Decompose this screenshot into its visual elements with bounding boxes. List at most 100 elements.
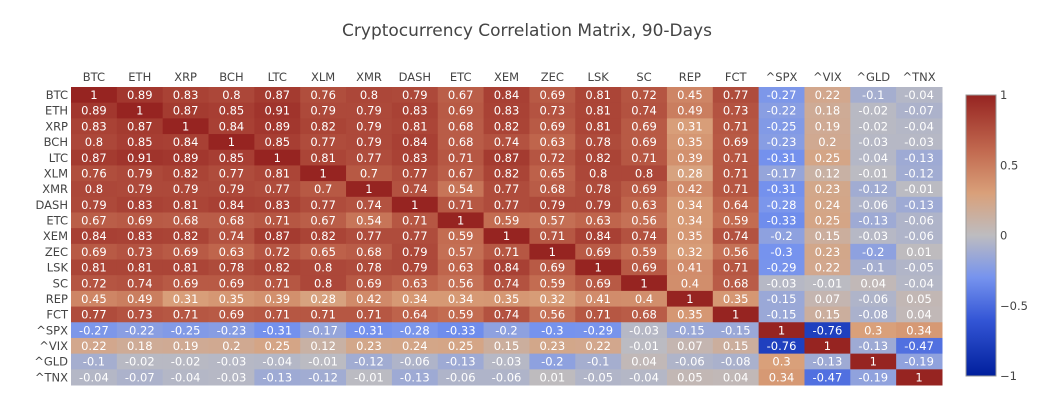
heatmap-cell	[71, 228, 118, 245]
cell-value-label: 1	[915, 370, 922, 384]
cell-value-label: 0.71	[356, 308, 382, 322]
heatmap-cell	[712, 337, 760, 355]
heatmap-cell	[575, 134, 622, 151]
heatmap-cell	[804, 275, 851, 292]
heatmap-cell	[208, 87, 255, 104]
cell-value-label: 0.69	[173, 245, 199, 259]
cell-value-label: 0.69	[585, 276, 611, 290]
heatmap-cell	[621, 196, 668, 213]
x-tick-label: ETC	[450, 70, 472, 84]
cell-value-label: 0.79	[540, 198, 566, 212]
heatmap-cell	[575, 290, 622, 308]
cell-value-label: 0.84	[173, 135, 199, 149]
cell-value-label: 0.79	[81, 198, 107, 212]
cell-value-label: -0.23	[217, 323, 247, 337]
cell-value-label: -0.31	[354, 323, 384, 337]
cell-value-label: 0.81	[173, 261, 199, 275]
heatmap-cell	[850, 369, 897, 386]
heatmap-cell	[483, 306, 530, 323]
heatmap-cell	[666, 275, 714, 292]
heatmap-cell	[529, 87, 576, 104]
heatmap-cell	[712, 212, 760, 229]
cell-value-label: 0.78	[219, 261, 245, 275]
y-tick-label: REP	[46, 292, 68, 306]
cell-value-label: 0.22	[81, 339, 107, 353]
cell-value-label: 0.32	[540, 292, 566, 306]
cell-value-label: -0.02	[858, 104, 888, 118]
heatmap-cell	[483, 181, 530, 198]
heatmap-cell	[254, 369, 301, 386]
cell-value-label: -0.13	[904, 151, 934, 165]
heatmap-cell	[437, 228, 485, 245]
cell-value-label: 0.71	[264, 276, 290, 290]
heatmap-cell	[575, 87, 622, 104]
y-tick-label: BTC	[46, 88, 68, 102]
heatmap-cell	[804, 102, 851, 119]
heatmap-cell	[346, 369, 393, 386]
cell-value-label: 0.67	[310, 214, 336, 228]
cell-value-label: -0.05	[583, 370, 613, 384]
cell-value-label: 0.59	[631, 245, 657, 259]
heatmap-cell	[437, 369, 485, 386]
heatmap-cell	[483, 165, 530, 182]
cell-value-label: -0.29	[583, 323, 613, 337]
heatmap-cell	[437, 134, 485, 151]
cell-value-label: 0.41	[677, 261, 703, 275]
heatmap-cell	[666, 196, 714, 213]
cell-value-label: 0.85	[219, 104, 245, 118]
cell-value-label: -0.07	[125, 370, 155, 384]
cell-value-label: 0.65	[540, 166, 566, 180]
heatmap-cell	[575, 337, 622, 355]
cell-value-label: 0.68	[723, 276, 749, 290]
cell-value-label: -0.04	[904, 119, 934, 133]
cell-value-label: 0.84	[81, 229, 107, 243]
cell-value-label: 0.69	[631, 182, 657, 196]
cell-value-label: 0.19	[815, 119, 841, 133]
heatmap-cell	[300, 275, 347, 292]
heatmap-cell	[346, 290, 393, 308]
cell-value-label: 0.18	[815, 104, 841, 118]
heatmap-cell	[666, 165, 714, 182]
heatmap-cell	[712, 87, 760, 104]
heatmap-cell	[300, 196, 347, 213]
heatmap-cell	[529, 134, 576, 151]
heatmap-cell	[254, 149, 301, 166]
cell-value-label: 0.35	[677, 229, 703, 243]
heatmap-cell	[483, 275, 530, 292]
cell-value-label: 0.4	[681, 276, 699, 290]
heatmap-cell	[712, 165, 760, 182]
x-tick-label: BTC	[83, 70, 105, 84]
heatmap-cell	[162, 306, 210, 323]
cell-value-label: 0.04	[631, 355, 657, 369]
heatmap-cell	[162, 228, 210, 245]
cell-value-label: -0.15	[767, 308, 797, 322]
heatmap-cell	[529, 322, 576, 339]
heatmap-cell	[254, 181, 301, 198]
heatmap-cell	[483, 118, 530, 135]
cell-value-label: 1	[824, 339, 831, 353]
y-tick-label: FCT	[46, 308, 69, 322]
heatmap-cell	[529, 353, 576, 370]
cell-value-label: 0.72	[540, 151, 566, 165]
heatmap-cell	[116, 212, 164, 229]
cell-value-label: 0.56	[448, 276, 474, 290]
cell-value-label: 0.82	[264, 261, 290, 275]
cell-value-label: 0.45	[677, 88, 703, 102]
heatmap-cell	[71, 165, 118, 182]
cell-value-label: 0.79	[356, 135, 382, 149]
x-tick-label: XRP	[174, 70, 197, 84]
heatmap-cell	[116, 369, 164, 386]
cell-value-label: 0.07	[677, 339, 703, 353]
cell-value-label: -0.1	[862, 88, 884, 102]
heatmap-cell	[575, 212, 622, 229]
cell-value-label: -0.28	[400, 323, 430, 337]
cell-value-label: 1	[595, 261, 602, 275]
heatmap-cell	[804, 306, 851, 323]
cell-value-label: 0.23	[356, 339, 382, 353]
cell-value-label: 0.07	[815, 292, 841, 306]
cell-value-label: 0.49	[127, 292, 153, 306]
heatmap-cell	[208, 102, 255, 119]
cell-value-label: 0.71	[723, 166, 749, 180]
heatmap-cell	[391, 290, 439, 308]
cell-value-label: 1	[549, 245, 556, 259]
